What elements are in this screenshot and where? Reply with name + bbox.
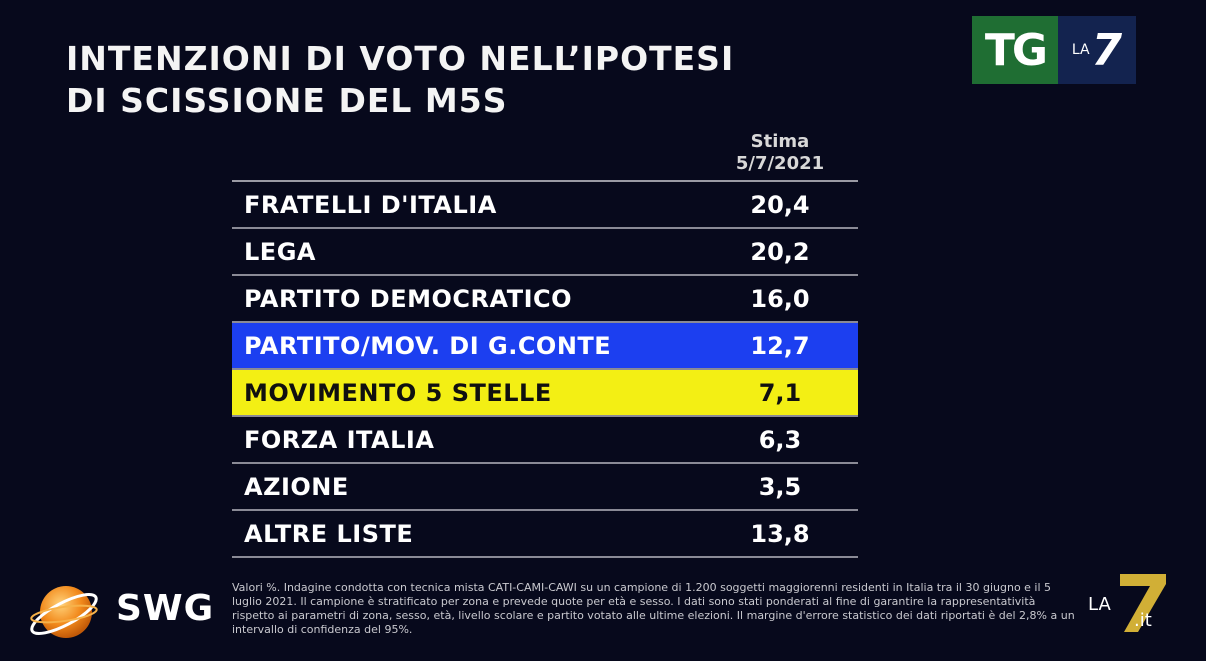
party-label: AZIONE: [244, 472, 349, 501]
table-row: MOVIMENTO 5 STELLE 7,1: [232, 370, 858, 417]
la7-corner-logo: LA .it: [1088, 570, 1168, 636]
swg-globe-icon: [30, 586, 98, 638]
table-row: AZIONE 3,5: [232, 464, 858, 511]
la7-logo-la: LA: [1071, 42, 1090, 58]
vote-value: 13,8: [750, 519, 810, 548]
la7-logo-block: LA 7: [1058, 16, 1136, 84]
vote-value: 20,4: [750, 190, 810, 219]
poll-table: FRATELLI D'ITALIA 20,4 LEGA 20,2 PARTITO DEM…: [232, 180, 858, 558]
chart-title: INTENZIONI DI VOTO NELL’IPOTESI DI SCISS…: [66, 38, 734, 122]
party-label: FORZA ITALIA: [244, 425, 435, 454]
party-label: MOVIMENTO 5 STELLE: [244, 378, 552, 407]
table-row: LEGA 20,2: [232, 229, 858, 276]
table-row: ALTRE LISTE 13,8: [232, 511, 858, 558]
party-label: LEGA: [244, 237, 316, 266]
vote-value: 6,3: [758, 425, 802, 454]
la7-corner-seven-icon: [1120, 574, 1166, 632]
tg-la7-logo: TG LA 7: [972, 16, 1136, 84]
vote-value: 16,0: [750, 284, 810, 313]
party-label: PARTITO/MOV. DI G.CONTE: [244, 331, 612, 360]
party-label: ALTRE LISTE: [244, 519, 414, 548]
vote-value: 20,2: [750, 237, 810, 266]
vote-value: 7,1: [758, 378, 802, 407]
table-row: PARTITO DEMOCRATICO 16,0: [232, 276, 858, 323]
vote-value: 3,5: [758, 472, 802, 501]
la7-logo-seven: 7: [1091, 24, 1123, 76]
table-row: PARTITO/MOV. DI G.CONTE 12,7: [232, 323, 858, 370]
column-header-line-2: 5/7/2021: [735, 153, 825, 174]
la7-corner-la: LA: [1088, 594, 1111, 615]
methodology-footnote: Valori %. Indagine condotta con tecnica …: [232, 581, 1075, 636]
party-label: FRATELLI D'ITALIA: [244, 190, 497, 219]
swg-logo-text: SWG: [116, 588, 215, 629]
tg-logo-text: TG: [972, 16, 1058, 84]
table-row: FRATELLI D'ITALIA 20,4: [232, 182, 858, 229]
column-header-line-1: Stima: [750, 131, 810, 152]
vote-value: 12,7: [750, 331, 810, 360]
title-line-2: DI SCISSIONE DEL M5S: [66, 81, 508, 120]
column-header: Stima 5/7/2021: [700, 131, 860, 175]
table-row: FORZA ITALIA 6,3: [232, 417, 858, 464]
title-line-1: INTENZIONI DI VOTO NELL’IPOTESI: [66, 39, 735, 78]
table-header-divider: [232, 180, 858, 182]
party-label: PARTITO DEMOCRATICO: [244, 284, 573, 313]
la7-corner-it: .it: [1134, 610, 1152, 631]
swg-logo: SWG: [22, 574, 222, 650]
